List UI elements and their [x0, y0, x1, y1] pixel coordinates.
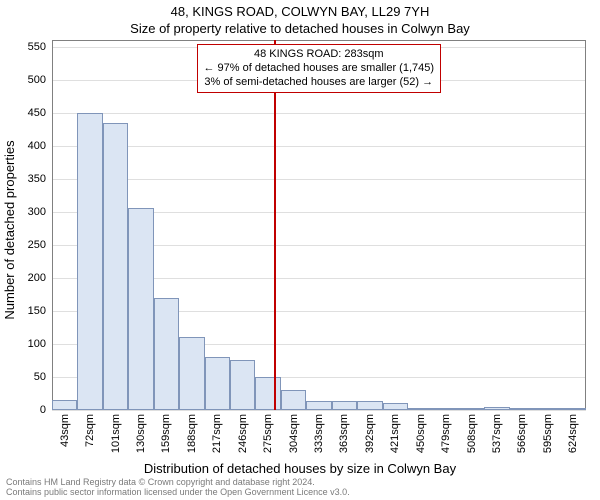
x-tick-label: 508sqm: [466, 414, 478, 453]
y-tick-label: 550: [28, 41, 46, 53]
y-gridline: [52, 146, 586, 147]
histogram-bar: [103, 123, 128, 410]
histogram-bar: [561, 408, 586, 410]
y-gridline: [52, 410, 586, 411]
x-tick-label: 537sqm: [491, 414, 503, 453]
annotation-line3: 3% of semi-detached houses are larger (5…: [204, 76, 433, 88]
y-tick-label: 200: [28, 272, 46, 284]
histogram-bar: [154, 298, 179, 410]
x-tick-label: 421sqm: [389, 414, 401, 453]
chart-title-address: 48, KINGS ROAD, COLWYN BAY, LL29 7YH: [0, 4, 600, 19]
histogram-bar: [255, 377, 280, 410]
x-tick-label: 130sqm: [135, 414, 147, 453]
histogram-bar: [230, 360, 255, 410]
y-gridline: [52, 113, 586, 114]
histogram-bar: [205, 357, 230, 410]
x-tick-label: 217sqm: [211, 414, 223, 453]
histogram-bar: [459, 408, 484, 410]
x-tick-label: 188sqm: [186, 414, 198, 453]
x-tick-label: 275sqm: [262, 414, 274, 453]
reference-line: [274, 40, 276, 410]
x-axis-label: Distribution of detached houses by size …: [0, 461, 600, 476]
x-tick-label: 72sqm: [84, 414, 96, 447]
attribution-line1: Contains HM Land Registry data © Crown c…: [6, 477, 315, 487]
chart-container: 48, KINGS ROAD, COLWYN BAY, LL29 7YH Siz…: [0, 0, 600, 500]
histogram-bar: [77, 113, 102, 410]
x-tick-label: 304sqm: [288, 414, 300, 453]
y-tick-label: 500: [28, 74, 46, 86]
histogram-bar: [510, 408, 535, 410]
annotation-box: 48 KINGS ROAD: 283sqm ← 97% of detached h…: [197, 44, 442, 93]
histogram-bar: [383, 403, 408, 410]
annotation-line1: 48 KINGS ROAD: 283sqm: [254, 48, 384, 60]
y-axis-label: Number of detached properties: [2, 140, 17, 319]
x-tick-label: 43sqm: [59, 414, 71, 447]
histogram-bar: [281, 390, 306, 410]
histogram-bar: [433, 408, 458, 410]
y-tick-label: 100: [28, 338, 46, 350]
y-tick-label: 350: [28, 173, 46, 185]
histogram-bar: [357, 401, 382, 410]
chart-title-sub: Size of property relative to detached ho…: [0, 21, 600, 36]
x-tick-label: 595sqm: [542, 414, 554, 453]
attribution-text: Contains HM Land Registry data © Crown c…: [6, 478, 350, 498]
y-tick-label: 450: [28, 107, 46, 119]
x-tick-label: 624sqm: [567, 414, 579, 453]
x-tick-label: 450sqm: [415, 414, 427, 453]
histogram-bar: [179, 337, 204, 410]
x-tick-label: 246sqm: [237, 414, 249, 453]
histogram-bar: [306, 401, 331, 410]
annotation-line2: ← 97% of detached houses are smaller (1,…: [204, 62, 435, 74]
histogram-bar: [408, 408, 433, 410]
x-tick-label: 159sqm: [160, 414, 172, 453]
plot-area: 05010015020025030035040045050055043sqm72…: [52, 40, 586, 410]
histogram-bar: [52, 400, 77, 410]
y-tick-label: 400: [28, 140, 46, 152]
histogram-bar: [128, 208, 153, 410]
y-tick-label: 0: [40, 404, 46, 416]
x-tick-label: 566sqm: [516, 414, 528, 453]
y-tick-label: 300: [28, 206, 46, 218]
x-tick-label: 101sqm: [110, 414, 122, 453]
y-gridline: [52, 179, 586, 180]
histogram-bar: [484, 407, 509, 410]
x-tick-label: 333sqm: [313, 414, 325, 453]
y-tick-label: 250: [28, 239, 46, 251]
y-tick-label: 150: [28, 305, 46, 317]
x-tick-label: 392sqm: [364, 414, 376, 453]
histogram-bar: [332, 401, 357, 410]
y-tick-label: 50: [34, 371, 46, 383]
histogram-bar: [535, 408, 560, 410]
x-tick-label: 479sqm: [440, 414, 452, 453]
x-tick-label: 363sqm: [338, 414, 350, 453]
attribution-line2: Contains public sector information licen…: [6, 487, 350, 497]
